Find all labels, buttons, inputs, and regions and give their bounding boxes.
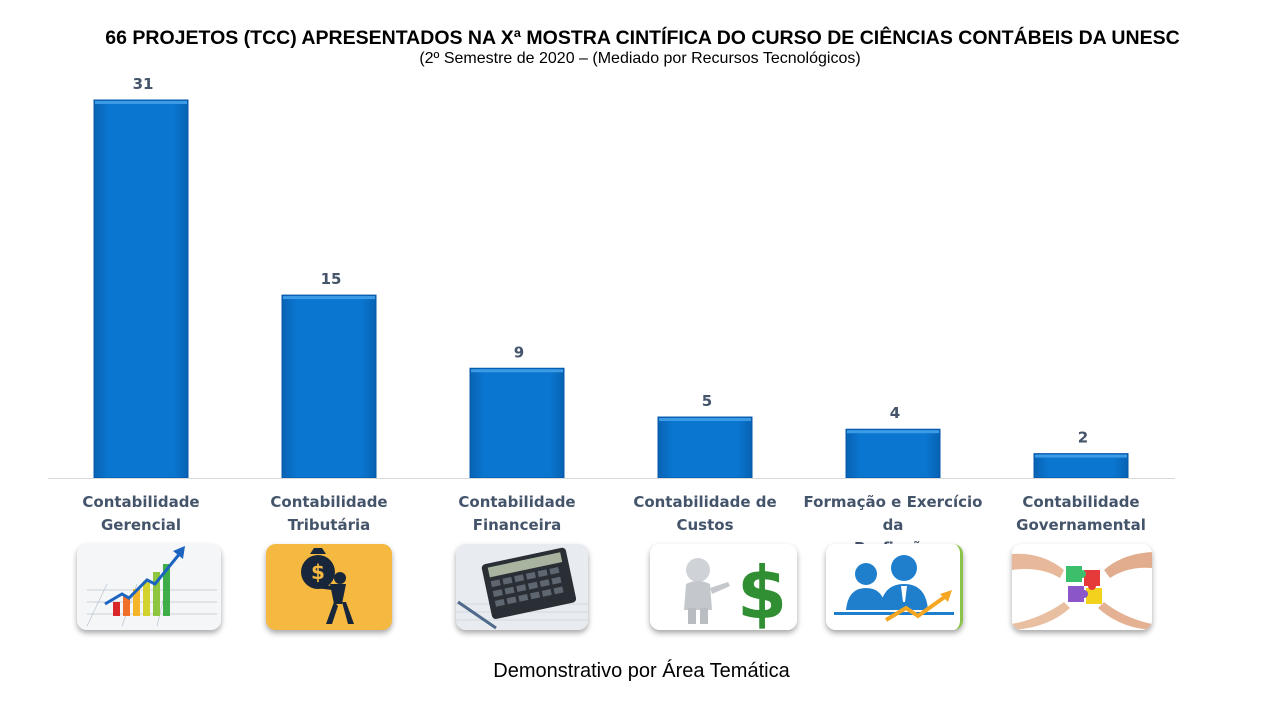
bar-value-label-5: 2 [1078,429,1088,447]
bar-value-label-2: 9 [514,343,524,361]
bar-4 [845,428,941,479]
tax-burden-icon: $ [266,544,392,630]
chart-title: 66 PROJETOS (TCC) APRESENTADOS NA Xª MOS… [105,27,1180,49]
bar-value-label-0: 31 [133,75,154,93]
bar-value-label-1: 15 [321,270,342,288]
bar-3 [657,416,753,479]
puzzle-hands-icon [1012,544,1152,630]
svg-text:$: $ [737,551,787,630]
category-label-custos: Contabilidade de Custos [633,493,777,534]
x-axis-label: Demonstrativo por Área Temática [493,660,790,682]
category-label-governamental: Contabilidade Governamental [1016,493,1146,534]
growth-chart-icon [77,544,221,630]
bar-5 [1033,453,1129,479]
professionals-icon [826,544,963,630]
bar-highlight-4 [847,430,939,434]
bar-2 [469,367,565,479]
bar-value-label-4: 4 [890,404,900,422]
category-label-financeira: Contabilidade Financeira [458,493,576,534]
category-label-gerencial: Contabilidade Gerencial [82,493,200,534]
bar-1 [281,294,377,479]
bar-0 [93,99,189,479]
category-label-tributaria: Contabilidade Tributária [270,493,388,534]
bar-highlight-3 [659,418,751,422]
svg-text:$: $ [311,560,325,584]
bar-highlight-1 [283,296,375,300]
bar-value-label-3: 5 [702,392,712,410]
category-label-profissao: Formação e Exercício daProfissão [803,493,983,557]
calculator-icon [456,544,588,630]
chart-subtitle: (2º Semestre de 2020 – (Mediado por Recu… [419,50,861,67]
dollar-figure-icon: $ [650,544,797,630]
bar-highlight-5 [1035,454,1127,458]
bar-highlight-2 [471,369,563,373]
bar-highlight-0 [95,101,187,104]
